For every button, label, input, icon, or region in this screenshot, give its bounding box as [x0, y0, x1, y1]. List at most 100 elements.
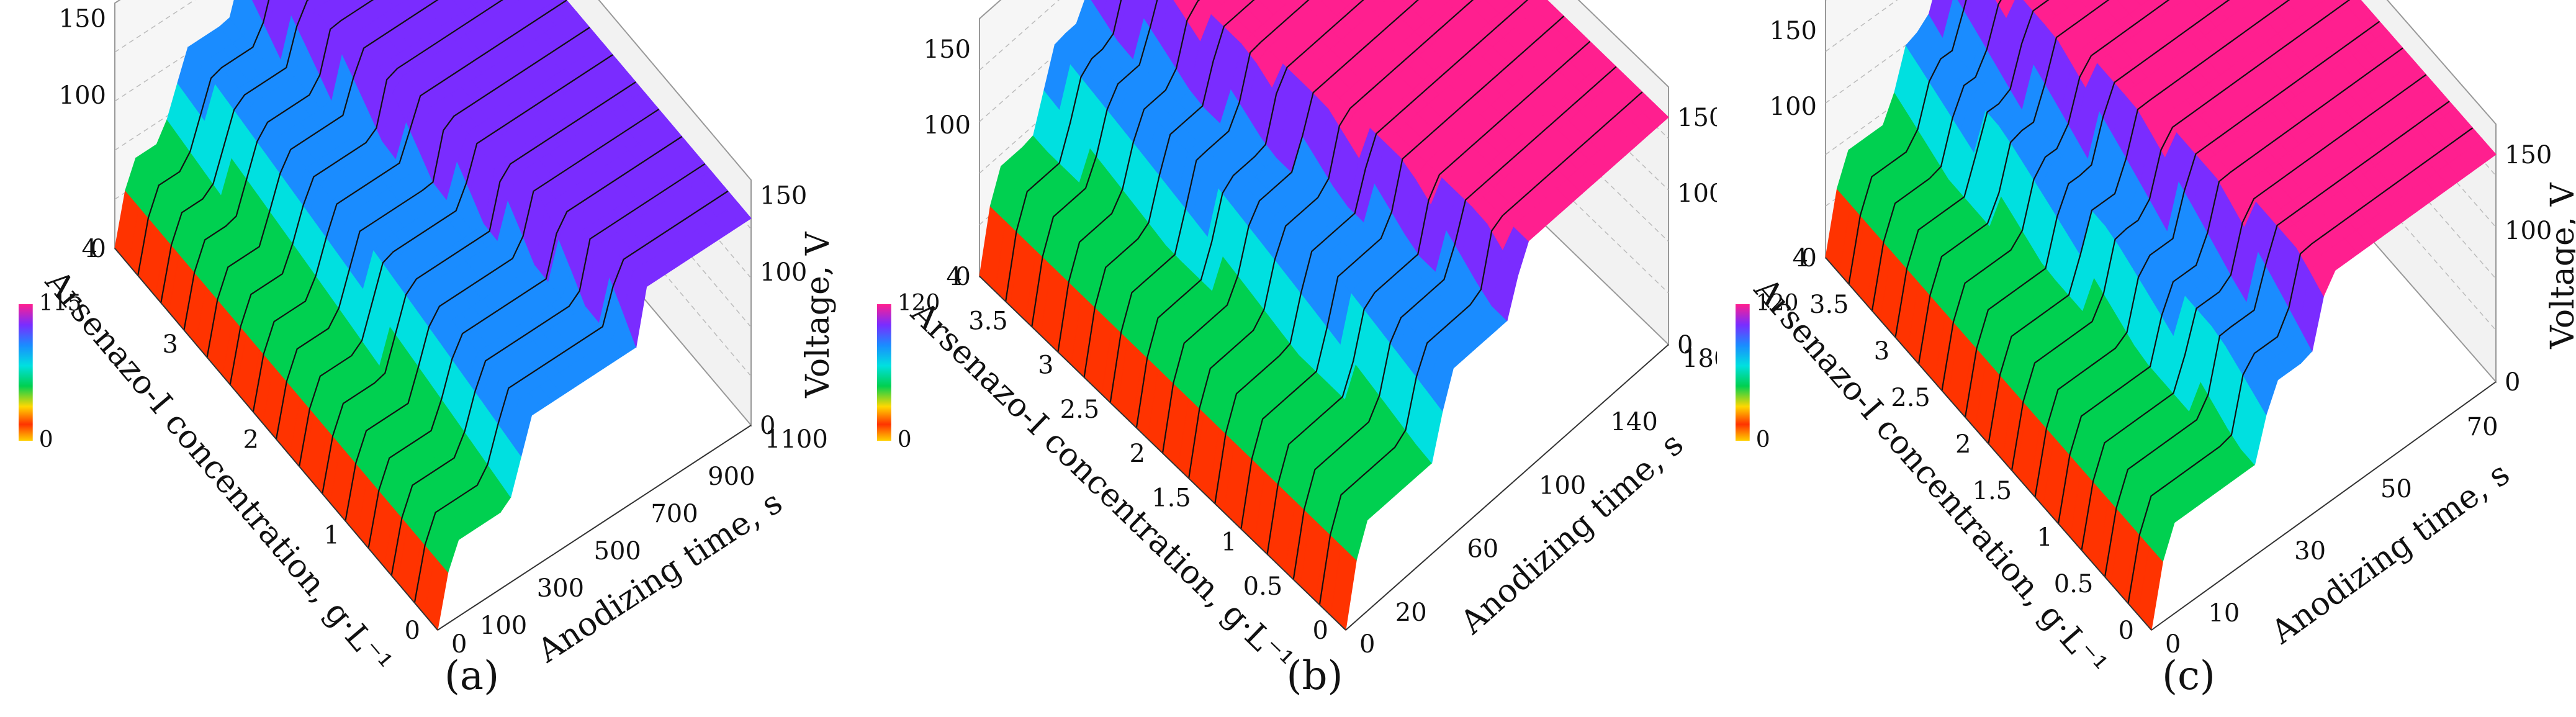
surface-patch — [1526, 0, 1546, 9]
surface-patch — [2023, 0, 2043, 9]
surface-patch — [1382, 0, 1387, 2]
surface-patch — [1076, 0, 1103, 40]
surface-patch — [229, 0, 254, 37]
surface-patch — [1464, 0, 1482, 9]
surface-patch — [1957, 0, 1973, 17]
contour-line — [322, 81, 636, 494]
contour-line — [299, 54, 613, 467]
surface-patch — [355, 0, 368, 6]
z-tick-label: 100 — [59, 81, 106, 110]
surface-patch — [453, 0, 474, 12]
z-tick-label: 0 — [955, 263, 971, 291]
contour-line — [1109, 0, 1310, 403]
z-tick-label: 150 — [1770, 17, 1817, 45]
x-tick-label: 4 — [82, 235, 97, 263]
surface-patch — [251, 0, 255, 4]
contour-line — [367, 136, 683, 549]
surface-patch — [2042, 0, 2068, 17]
surface-patch — [1423, 0, 1448, 13]
surface-patch — [1117, 0, 1144, 60]
contour-line — [183, 0, 374, 330]
surface-patch — [403, 0, 429, 17]
y-axis-line — [437, 425, 752, 631]
surface-plot-c: 00.511.522.533.5401030507001001500100150… — [1736, 0, 2575, 699]
y-tick-label: 100 — [480, 611, 527, 640]
surface-plot-a: 012340100300500700900110001001500100150A… — [19, 0, 837, 699]
contour-line — [1871, 0, 2002, 311]
surface — [114, 0, 752, 631]
contour-lines — [1848, 0, 2474, 604]
surface-patch — [2067, 0, 2094, 24]
surface-patch — [2229, 0, 2251, 11]
contour-line — [2104, 101, 2450, 577]
contour-line — [1941, 0, 2170, 391]
surface-patch — [1485, 0, 1510, 14]
x-tick-label: 0.5 — [1243, 572, 1283, 601]
surface-patch — [2192, 0, 2215, 12]
z-tick-label-far: 0 — [1677, 331, 1693, 359]
colorbar-min-label: 0 — [898, 427, 912, 453]
surface-patch — [1340, 0, 1355, 7]
z-tick-label-far: 0 — [760, 412, 775, 440]
surface-patch — [1320, 0, 1323, 1]
x-tick-label: 2 — [243, 426, 259, 454]
surface-patch — [2248, 0, 2254, 3]
y-tick-label: 0 — [2165, 630, 2181, 659]
surface-patch — [1279, 0, 1291, 6]
y-tick-label: 700 — [651, 500, 698, 528]
contour-line — [413, 190, 729, 603]
contour-line — [1188, 0, 1474, 479]
surface-patch — [339, 0, 361, 12]
surface-patch — [2304, 0, 2325, 9]
surface-patch — [306, 0, 326, 10]
colorbar-max-label: 120 — [1756, 291, 1799, 316]
x-tick-label: 3.5 — [968, 307, 1008, 335]
x-tick-label: 4 — [1793, 244, 1808, 273]
surface-patch — [517, 0, 543, 17]
chart-panel-a: 0 1 2 3 4 0 100 300 500 700 900 1100 0 100 150 0 100 150 A… — [0, 0, 858, 717]
x-tick-label: 2.5 — [1060, 395, 1100, 424]
y-tick-label: 50 — [2380, 475, 2412, 503]
surface-patch — [1184, 0, 1212, 42]
contour-line — [1005, 0, 1122, 302]
x-tick-label: 3 — [1874, 337, 1889, 366]
contour-line — [1988, 0, 2290, 444]
contour-line — [1214, 0, 1529, 504]
x-tick-label: 1.5 — [1151, 484, 1191, 512]
y-tick-label: 900 — [708, 462, 755, 491]
contour-line — [1894, 0, 2050, 338]
contour-lines — [1005, 0, 1643, 605]
y-tick-label: 500 — [594, 537, 641, 566]
contour-line — [2034, 20, 2380, 497]
contour-line — [137, 0, 270, 276]
contour-line — [1917, 0, 2110, 364]
contour-line — [2011, 0, 2351, 471]
surface-patch — [1995, 0, 2015, 19]
contour-line — [345, 109, 660, 521]
surface-patch — [1361, 0, 1385, 12]
y-axis-line — [1345, 344, 1669, 631]
z-axis-title: Voltage, V — [2544, 182, 2575, 349]
x-tick-label: 0 — [1313, 616, 1328, 645]
contour-line — [206, 0, 439, 358]
surface-patch — [253, 0, 275, 32]
surface-patch — [1217, 0, 1227, 5]
surface-patch — [552, 0, 577, 19]
surface-patch — [1102, 0, 1128, 42]
surface-patch — [2173, 0, 2184, 5]
x-axis-line — [979, 276, 1346, 631]
surface-patch — [1446, 0, 1474, 18]
surface-patch — [1221, 0, 1248, 20]
z-tick-label-far: 150 — [760, 182, 807, 210]
x-tick-label: 0 — [2119, 616, 2134, 645]
surface-patch — [1443, 0, 1451, 3]
contour-line — [390, 163, 706, 576]
y-tick-label: 30 — [2294, 537, 2326, 566]
y-tick-label: 1100 — [765, 425, 828, 454]
contour-line — [1031, 0, 1158, 327]
chart-panel-b: 00.511.522.533.5402060100140180010015001… — [858, 0, 1717, 717]
contour-line — [1057, 0, 1200, 353]
surface-patch — [1409, 0, 1437, 22]
contour-line — [1964, 0, 2230, 418]
surface-patch — [2348, 0, 2374, 24]
